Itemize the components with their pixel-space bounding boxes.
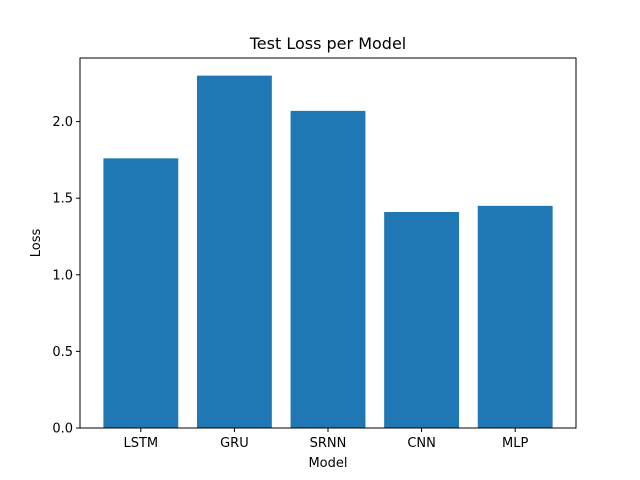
y-tick-label: 1.0 [52,268,73,283]
chart-title: Test Loss per Model [249,34,406,53]
x-tick-label: LSTM [124,436,159,451]
y-axis-label: Loss [29,229,44,258]
bars-group [103,75,553,429]
x-axis-ticks: LSTM GRU SRNN CNN MLP [124,428,528,451]
y-tick-label: 1.5 [52,192,73,207]
bar-gru [196,75,272,429]
x-axis-label: Model [308,456,347,471]
bar-lstm [103,158,179,428]
x-tick-label: GRU [220,436,249,451]
y-axis-ticks: 0.0 0.5 1.0 1.5 2.0 [52,115,80,437]
x-tick-label: SRNN [310,436,347,451]
bar-srnn [290,110,366,429]
bar-cnn [384,211,460,428]
x-tick-label: MLP [502,436,528,451]
plot-frame [79,57,577,429]
y-tick-label: 0.0 [52,422,73,437]
x-tick-label: CNN [407,436,436,451]
bar-mlp [477,205,553,428]
y-tick-label: 0.5 [52,345,73,360]
y-tick-label: 2.0 [52,115,73,130]
